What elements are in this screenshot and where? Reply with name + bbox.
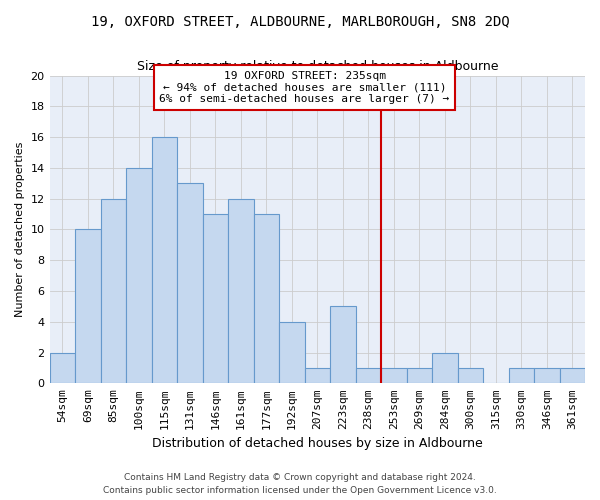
Bar [330, 306, 356, 384]
Bar [407, 368, 432, 384]
Bar [50, 352, 75, 384]
Bar [228, 198, 254, 384]
Bar [560, 368, 585, 384]
Bar [126, 168, 152, 384]
Text: 19 OXFORD STREET: 235sqm
← 94% of detached houses are smaller (111)
6% of semi-d: 19 OXFORD STREET: 235sqm ← 94% of detach… [160, 71, 449, 104]
Title: Size of property relative to detached houses in Aldbourne: Size of property relative to detached ho… [137, 60, 498, 73]
Bar [254, 214, 279, 384]
Bar [75, 230, 101, 384]
Bar [279, 322, 305, 384]
Bar [305, 368, 330, 384]
Y-axis label: Number of detached properties: Number of detached properties [15, 142, 25, 317]
Bar [152, 137, 177, 384]
Bar [203, 214, 228, 384]
Text: 19, OXFORD STREET, ALDBOURNE, MARLBOROUGH, SN8 2DQ: 19, OXFORD STREET, ALDBOURNE, MARLBOROUG… [91, 15, 509, 29]
Bar [101, 198, 126, 384]
Bar [534, 368, 560, 384]
Bar [356, 368, 381, 384]
Bar [177, 184, 203, 384]
Bar [458, 368, 483, 384]
Bar [381, 368, 407, 384]
Bar [432, 352, 458, 384]
Bar [509, 368, 534, 384]
X-axis label: Distribution of detached houses by size in Aldbourne: Distribution of detached houses by size … [152, 437, 482, 450]
Text: Contains HM Land Registry data © Crown copyright and database right 2024.
Contai: Contains HM Land Registry data © Crown c… [103, 474, 497, 495]
